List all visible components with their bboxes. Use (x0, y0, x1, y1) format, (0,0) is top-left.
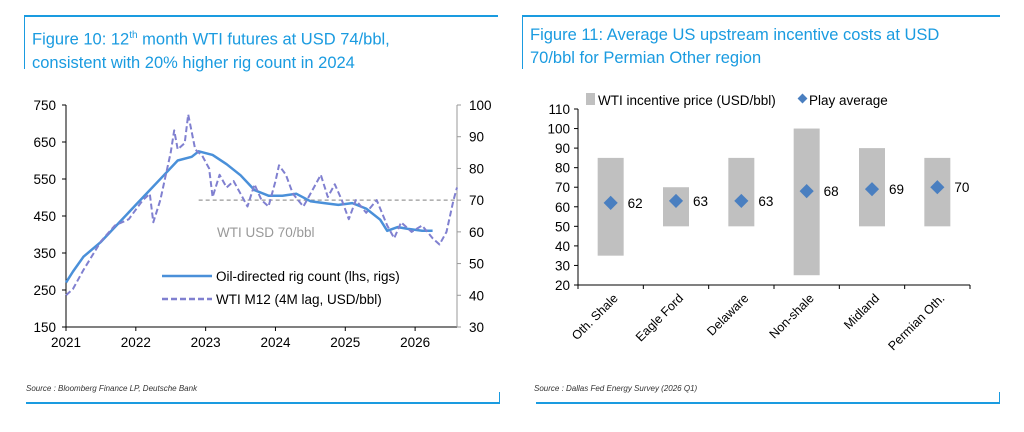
title-sup: th (129, 30, 138, 41)
wti-m12-line (65, 113, 458, 297)
title-text: Figure 11: Average US upstream incentive… (530, 26, 940, 44)
play-average-diamond (734, 193, 749, 208)
category-label: Delaware (704, 291, 751, 338)
y-tick-label: 90 (555, 141, 570, 156)
right-bottom-rule (536, 402, 1000, 404)
right-source: Source : Dallas Fed Energy Survey (2026 … (534, 384, 698, 393)
y2-tick-label: 70 (469, 193, 484, 208)
play-average-diamond (799, 184, 814, 199)
left-source: Source : Bloomberg Finance LP, Deutsche … (26, 384, 198, 393)
legend-label: WTI incentive price (USD/bbl) (598, 93, 776, 108)
incentive-range-bar (793, 128, 820, 276)
category-label: Permian Oth. (885, 291, 947, 353)
x-tick-label: 2022 (121, 335, 151, 350)
y-tick-label: 150 (33, 320, 56, 335)
y2-tick-label: 80 (469, 161, 484, 176)
x-tick-label: 2021 (51, 335, 81, 350)
y-tick-label: 350 (33, 246, 56, 261)
category-label: Non-shale (767, 291, 817, 341)
data-label: 70 (954, 180, 969, 195)
x-tick-label: 2024 (260, 335, 291, 350)
y-tick-label: 110 (548, 102, 570, 117)
legend-label: Oil-directed rig count (lhs, rigs) (216, 269, 400, 284)
category-label: Eagle Ford (633, 291, 686, 344)
legend-label: Play average (809, 93, 888, 108)
y-tick-label: 80 (555, 161, 570, 176)
data-label: 63 (758, 194, 773, 209)
title-text: consistent with 20% higher rig count in … (32, 53, 355, 72)
y2-tick-label: 30 (469, 320, 484, 335)
x-tick-label: 2025 (330, 335, 360, 350)
incentive-range-bar (728, 157, 755, 227)
legend-label: WTI M12 (4M lag, USD/bbl) (216, 292, 382, 307)
data-label: 69 (889, 182, 904, 197)
y-tick-label: 100 (547, 122, 570, 137)
x-tick-label: 2026 (400, 335, 430, 350)
reference-annotation: WTI USD 70/bbl (217, 225, 315, 240)
y-tick-label: 550 (33, 172, 56, 187)
left-bottom-right-rule (499, 392, 500, 403)
y2-tick-label: 100 (469, 98, 492, 113)
y-tick-label: 40 (555, 239, 570, 254)
rig-count-line (64, 150, 433, 284)
y-tick-label: 60 (555, 200, 570, 215)
y-tick-label: 250 (33, 283, 56, 298)
y-tick-label: 750 (33, 98, 56, 113)
left-chart-title: Figure 10: 12th month WTI futures at USD… (32, 24, 390, 75)
title-text: 70/bbl for Permian Other region (530, 49, 762, 67)
right-chart-title: Figure 11: Average US upstream incentive… (530, 24, 939, 70)
data-label: 63 (693, 194, 708, 209)
left-bottom-rule (26, 402, 500, 404)
left-panel-top-rule (24, 15, 498, 17)
x-tick-label: 2023 (191, 335, 221, 350)
y2-tick-label: 60 (469, 225, 484, 240)
y-tick-label: 30 (555, 258, 570, 273)
y2-tick-label: 50 (469, 257, 484, 272)
y-tick-label: 50 (555, 219, 570, 234)
right-bottom-right-rule (999, 392, 1000, 403)
play-average-diamond (864, 182, 880, 197)
data-label: 62 (628, 196, 643, 211)
y2-tick-label: 40 (469, 288, 484, 303)
right-panel-top-rule (522, 15, 1000, 17)
play-average-diamond (930, 180, 945, 195)
y-tick-label: 20 (555, 278, 570, 293)
category-label: Midland (841, 291, 882, 332)
y-tick-label: 70 (555, 180, 570, 195)
data-label: 68 (824, 184, 839, 199)
title-text: month WTI futures at USD 74/bbl, (137, 30, 390, 49)
y-tick-label: 450 (33, 209, 56, 224)
legend-swatch-diamond (797, 93, 808, 104)
right-panel-left-rule (522, 15, 523, 69)
play-average-diamond (603, 195, 618, 210)
title-text: Figure 10: 12 (32, 30, 130, 49)
y-tick-label: 650 (33, 135, 56, 150)
y2-tick-label: 90 (469, 130, 484, 145)
legend-swatch-bar (586, 93, 595, 105)
left-panel-left-rule (24, 15, 25, 69)
category-label: Oth. Shale (569, 291, 621, 343)
play-average-diamond (668, 193, 684, 208)
